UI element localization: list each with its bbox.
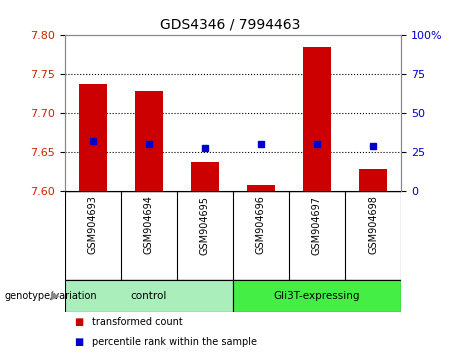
Text: Gli3T-expressing: Gli3T-expressing [274, 291, 360, 301]
Bar [303, 47, 331, 191]
Text: ▶: ▶ [52, 291, 60, 301]
Bar [135, 91, 163, 191]
Text: GSM904695: GSM904695 [200, 196, 210, 255]
Text: percentile rank within the sample: percentile rank within the sample [92, 337, 257, 347]
Bar [233, 280, 401, 312]
Text: GSM904696: GSM904696 [256, 196, 266, 255]
Text: GSM904693: GSM904693 [88, 196, 98, 255]
Text: GSM904694: GSM904694 [144, 196, 154, 255]
Text: ■: ■ [74, 317, 83, 327]
Bar [247, 185, 275, 191]
Text: GSM904697: GSM904697 [312, 196, 322, 255]
Bar [78, 84, 106, 191]
Bar [359, 169, 387, 191]
Text: GDS4346 / 7994463: GDS4346 / 7994463 [160, 18, 301, 32]
Text: genotype/variation: genotype/variation [5, 291, 97, 301]
Text: control: control [130, 291, 167, 301]
Text: transformed count: transformed count [92, 317, 183, 327]
Bar [65, 280, 233, 312]
Text: ■: ■ [74, 337, 83, 347]
Bar [191, 161, 219, 191]
Text: GSM904698: GSM904698 [368, 196, 378, 255]
